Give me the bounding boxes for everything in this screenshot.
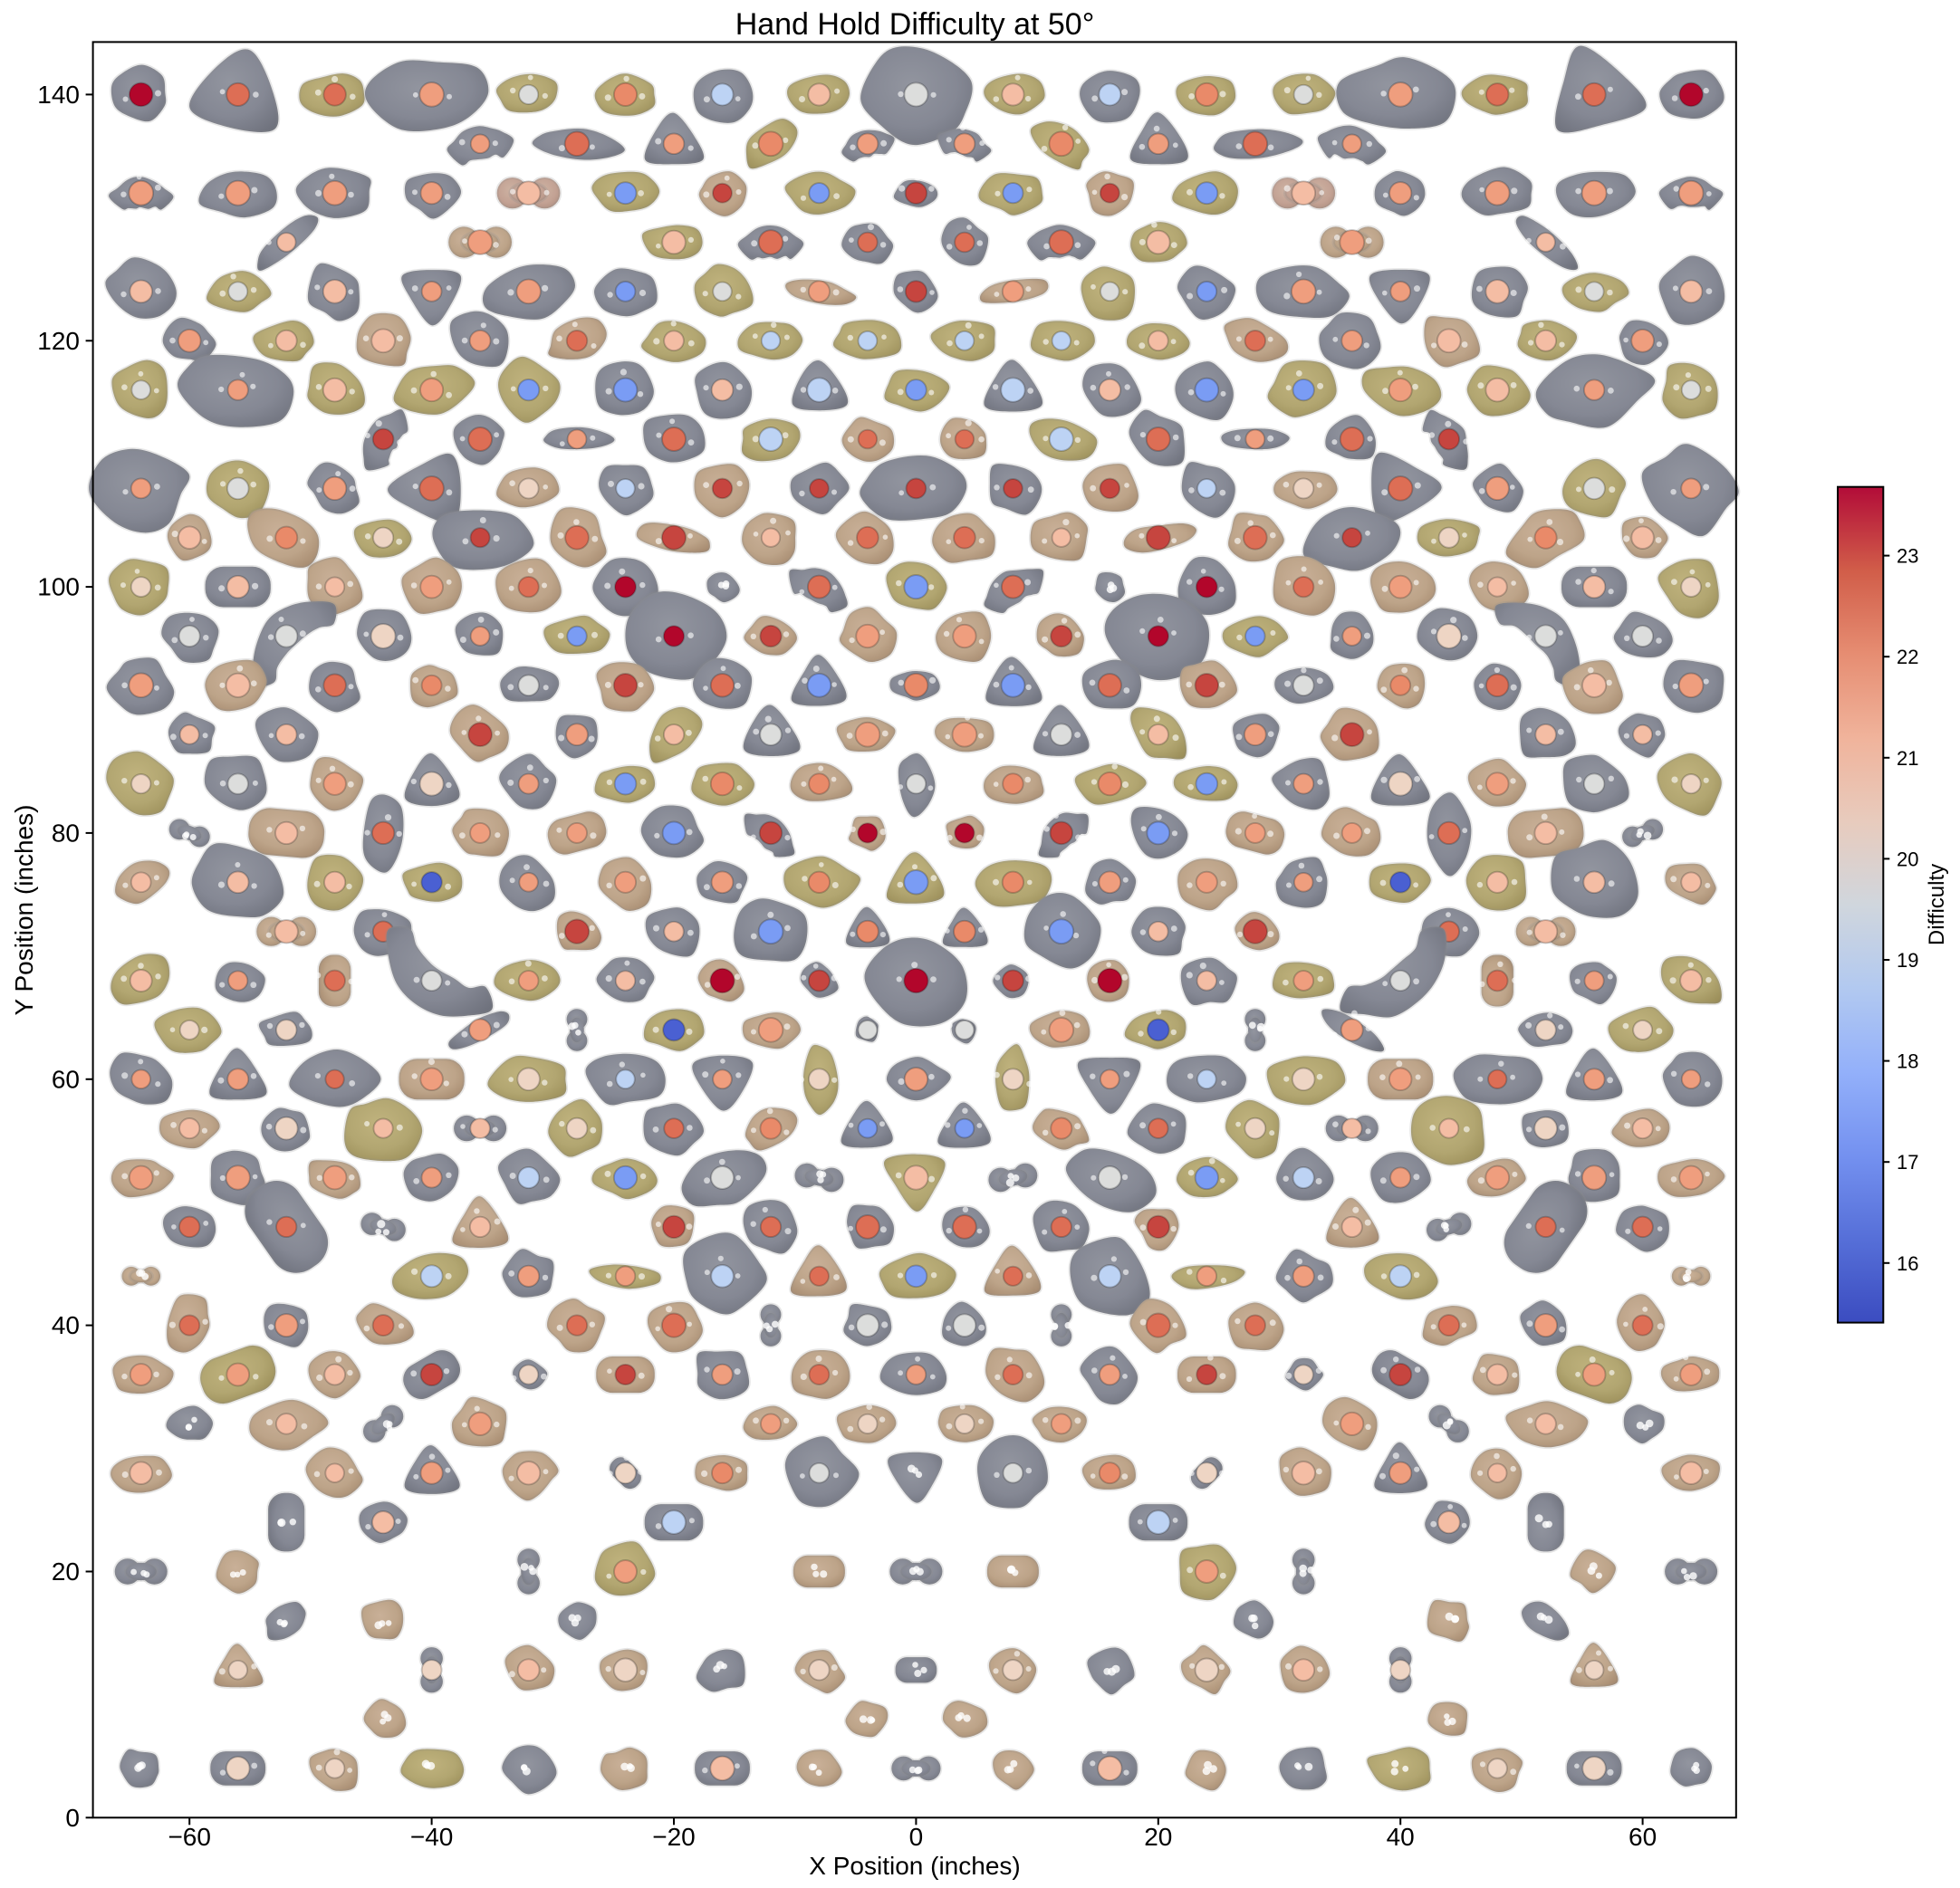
- svg-text:22: 22: [1897, 646, 1918, 668]
- svg-text:20: 20: [52, 1557, 80, 1586]
- svg-text:60: 60: [52, 1065, 80, 1093]
- svg-text:X Position (inches): X Position (inches): [809, 1852, 1020, 1880]
- svg-text:40: 40: [52, 1311, 80, 1339]
- svg-text:0: 0: [909, 1823, 924, 1851]
- svg-text:140: 140: [37, 81, 80, 109]
- svg-text:19: 19: [1897, 949, 1918, 972]
- svg-text:60: 60: [1629, 1823, 1657, 1851]
- svg-text:18: 18: [1897, 1050, 1918, 1073]
- svg-text:16: 16: [1897, 1252, 1918, 1275]
- svg-text:17: 17: [1897, 1151, 1918, 1174]
- svg-text:80: 80: [52, 819, 80, 847]
- svg-text:0: 0: [65, 1804, 80, 1832]
- svg-text:−40: −40: [410, 1823, 454, 1851]
- svg-text:23: 23: [1897, 545, 1918, 568]
- svg-text:20: 20: [1144, 1823, 1172, 1851]
- svg-text:21: 21: [1897, 747, 1918, 770]
- svg-text:40: 40: [1387, 1823, 1415, 1851]
- svg-text:120: 120: [37, 327, 80, 355]
- svg-text:−60: −60: [168, 1823, 211, 1851]
- svg-text:Y Position (inches): Y Position (inches): [10, 805, 38, 1016]
- svg-text:−20: −20: [652, 1823, 696, 1851]
- svg-text:Difficulty: Difficulty: [1925, 864, 1949, 945]
- svg-text:20: 20: [1897, 848, 1918, 870]
- svg-text:100: 100: [37, 573, 80, 601]
- svg-text:Hand Hold Difficulty at 50°: Hand Hold Difficulty at 50°: [735, 7, 1095, 42]
